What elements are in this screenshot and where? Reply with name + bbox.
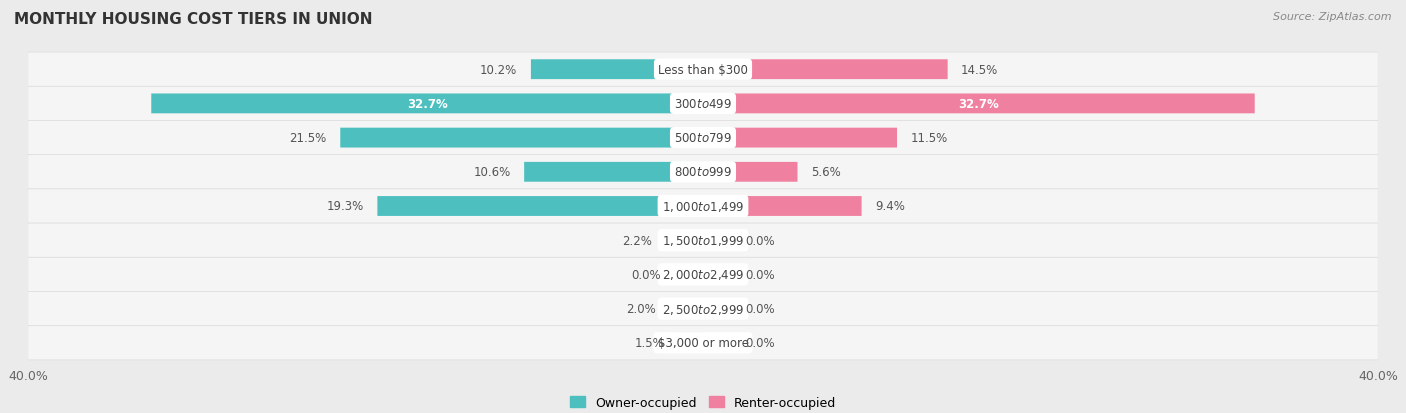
Legend: Owner-occupied, Renter-occupied: Owner-occupied, Renter-occupied (565, 391, 841, 413)
FancyBboxPatch shape (28, 223, 1378, 258)
FancyBboxPatch shape (703, 60, 948, 80)
FancyBboxPatch shape (669, 299, 703, 319)
Text: 2.0%: 2.0% (626, 302, 655, 316)
Text: 5.6%: 5.6% (811, 166, 841, 179)
FancyBboxPatch shape (666, 231, 703, 251)
Text: $3,000 or more: $3,000 or more (658, 337, 748, 349)
FancyBboxPatch shape (28, 258, 1378, 292)
Text: $300 to $499: $300 to $499 (673, 97, 733, 111)
Text: 0.0%: 0.0% (745, 268, 775, 281)
FancyBboxPatch shape (703, 128, 897, 148)
Text: $500 to $799: $500 to $799 (673, 132, 733, 145)
Text: 0.0%: 0.0% (745, 234, 775, 247)
FancyBboxPatch shape (703, 197, 862, 216)
Text: $1,000 to $1,499: $1,000 to $1,499 (662, 199, 744, 214)
Text: 14.5%: 14.5% (962, 64, 998, 76)
Text: $2,000 to $2,499: $2,000 to $2,499 (662, 268, 744, 282)
Text: $2,500 to $2,999: $2,500 to $2,999 (662, 302, 744, 316)
Text: 0.0%: 0.0% (745, 337, 775, 349)
FancyBboxPatch shape (28, 155, 1378, 190)
FancyBboxPatch shape (28, 121, 1378, 155)
FancyBboxPatch shape (524, 162, 703, 182)
FancyBboxPatch shape (28, 53, 1378, 87)
FancyBboxPatch shape (377, 197, 703, 216)
Text: 0.0%: 0.0% (631, 268, 661, 281)
Text: $800 to $999: $800 to $999 (673, 166, 733, 179)
Text: Less than $300: Less than $300 (658, 64, 748, 76)
Text: 1.5%: 1.5% (634, 337, 664, 349)
FancyBboxPatch shape (28, 87, 1378, 121)
Text: $1,500 to $1,999: $1,500 to $1,999 (662, 234, 744, 248)
FancyBboxPatch shape (531, 60, 703, 80)
Text: 10.2%: 10.2% (481, 64, 517, 76)
FancyBboxPatch shape (703, 94, 1254, 114)
FancyBboxPatch shape (703, 162, 797, 182)
FancyBboxPatch shape (28, 292, 1378, 326)
Text: 32.7%: 32.7% (406, 97, 447, 111)
Text: 32.7%: 32.7% (959, 97, 1000, 111)
Text: 19.3%: 19.3% (326, 200, 364, 213)
Text: 0.0%: 0.0% (745, 302, 775, 316)
Text: 2.2%: 2.2% (623, 234, 652, 247)
FancyBboxPatch shape (678, 333, 703, 353)
Text: Source: ZipAtlas.com: Source: ZipAtlas.com (1274, 12, 1392, 22)
FancyBboxPatch shape (340, 128, 703, 148)
Text: MONTHLY HOUSING COST TIERS IN UNION: MONTHLY HOUSING COST TIERS IN UNION (14, 12, 373, 27)
FancyBboxPatch shape (28, 326, 1378, 360)
FancyBboxPatch shape (28, 190, 1378, 223)
Text: 9.4%: 9.4% (875, 200, 905, 213)
FancyBboxPatch shape (152, 94, 703, 114)
Text: 10.6%: 10.6% (474, 166, 510, 179)
Text: 11.5%: 11.5% (911, 132, 948, 145)
Text: 21.5%: 21.5% (290, 132, 326, 145)
